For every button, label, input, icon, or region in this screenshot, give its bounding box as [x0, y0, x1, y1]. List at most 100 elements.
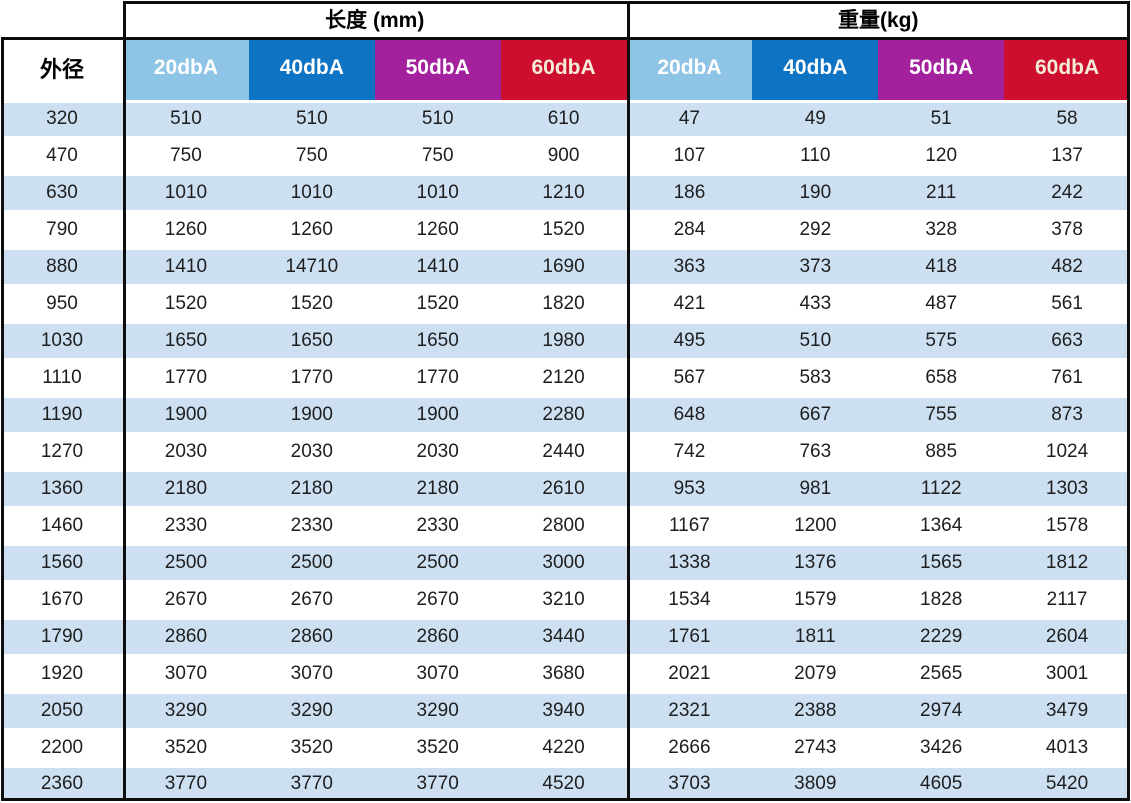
- value-cell: 1900: [374, 395, 501, 434]
- value-cell: 3520: [123, 727, 249, 767]
- value-cell: 1167: [626, 505, 753, 545]
- value-cell: 292: [752, 210, 879, 249]
- value-cell: 1650: [248, 321, 375, 360]
- value-cell: 3000: [500, 542, 627, 582]
- outer-diameter-cell: 2050: [1, 690, 123, 730]
- value-cell: 51: [878, 99, 1005, 138]
- value-cell: 418: [878, 247, 1005, 286]
- value-cell: 1010: [248, 173, 375, 212]
- value-cell: 1410: [123, 247, 249, 286]
- subheader-length-60dba: 60dbA: [500, 37, 627, 101]
- value-cell: 2500: [123, 542, 249, 582]
- value-cell: 2229: [878, 616, 1005, 656]
- value-cell: 2860: [248, 616, 375, 656]
- value-cell: 3770: [248, 764, 375, 801]
- value-cell: 648: [626, 395, 753, 434]
- value-cell: 885: [878, 432, 1005, 471]
- value-cell: 1770: [248, 358, 375, 397]
- outer-diameter-cell: 1790: [1, 616, 123, 656]
- value-cell: 510: [123, 99, 249, 138]
- value-cell: 120: [878, 136, 1005, 175]
- value-cell: 742: [626, 432, 753, 471]
- value-cell: 2330: [248, 505, 375, 545]
- table-row: 1560 2500 2500 2500 3000 1338 1376 1565 1812: [1, 542, 1130, 582]
- value-cell: 3290: [248, 690, 375, 730]
- outer-diameter-cell: 1110: [1, 358, 123, 397]
- value-cell: 2030: [123, 432, 249, 471]
- value-cell: 1761: [626, 616, 753, 656]
- value-cell: 2388: [752, 690, 879, 730]
- value-cell: 1520: [248, 284, 375, 323]
- value-cell: 5420: [1004, 764, 1130, 801]
- value-cell: 583: [752, 358, 879, 397]
- table-row: 1920 3070 3070 3070 3680 2021 2079 2565 3001: [1, 653, 1130, 693]
- outer-diameter-cell: 1560: [1, 542, 123, 582]
- table-row: 1790 2860 2860 2860 3440 1761 1811 2229 2604: [1, 616, 1130, 656]
- value-cell: 2670: [248, 579, 375, 619]
- value-cell: 510: [248, 99, 375, 138]
- value-cell: 49: [752, 99, 879, 138]
- group-header-length: 长度 (mm): [123, 1, 627, 37]
- value-cell: 2030: [248, 432, 375, 471]
- outer-diameter-cell: 470: [1, 136, 123, 175]
- value-cell: 2800: [500, 505, 627, 545]
- table-row: 630 1010 1010 1010 1210 186 190 211 242: [1, 173, 1130, 212]
- value-cell: 47: [626, 99, 753, 138]
- value-cell: 373: [752, 247, 879, 286]
- value-cell: 4220: [500, 727, 627, 767]
- value-cell: 2030: [374, 432, 501, 471]
- table-row: 2050 3290 3290 3290 3940 2321 2388 2974 3479: [1, 690, 1130, 730]
- value-cell: 873: [1004, 395, 1130, 434]
- table-row: 790 1260 1260 1260 1520 284 292 328 378: [1, 210, 1130, 249]
- value-cell: 2180: [248, 469, 375, 508]
- outer-diameter-cell: 320: [1, 99, 123, 138]
- value-cell: 3940: [500, 690, 627, 730]
- value-cell: 900: [500, 136, 627, 175]
- subheader-weight-20dba: 20dbA: [626, 37, 753, 101]
- value-cell: 107: [626, 136, 753, 175]
- value-cell: 3520: [248, 727, 375, 767]
- table-row: 1670 2670 2670 2670 3210 1534 1579 1828 2117: [1, 579, 1130, 619]
- value-cell: 1410: [374, 247, 501, 286]
- value-cell: 1900: [248, 395, 375, 434]
- value-cell: 4605: [878, 764, 1005, 801]
- value-cell: 1260: [374, 210, 501, 249]
- value-cell: 3520: [374, 727, 501, 767]
- outer-diameter-cell: 630: [1, 173, 123, 212]
- value-cell: 610: [500, 99, 627, 138]
- value-cell: 2565: [878, 653, 1005, 693]
- value-cell: 750: [248, 136, 375, 175]
- value-cell: 667: [752, 395, 879, 434]
- value-cell: 1200: [752, 505, 879, 545]
- outer-diameter-header: 外径: [1, 37, 123, 101]
- table-border-right: [1127, 1, 1130, 801]
- value-cell: 378: [1004, 210, 1130, 249]
- value-cell: 487: [878, 284, 1005, 323]
- table-row: 1270 2030 2030 2030 2440 742 763 885 1024: [1, 432, 1130, 471]
- value-cell: 2610: [500, 469, 627, 508]
- value-cell: 2330: [374, 505, 501, 545]
- value-cell: 2021: [626, 653, 753, 693]
- group-header-row: 长度 (mm) 重量(kg): [1, 1, 1130, 37]
- value-cell: 58: [1004, 99, 1130, 138]
- table-row: 1030 1650 1650 1650 1980 495 510 575 663: [1, 321, 1130, 360]
- value-cell: 4520: [500, 764, 627, 801]
- value-cell: 1520: [500, 210, 627, 249]
- value-cell: 14710: [248, 247, 375, 286]
- value-cell: 1364: [878, 505, 1005, 545]
- outer-diameter-cell: 1360: [1, 469, 123, 508]
- value-cell: 433: [752, 284, 879, 323]
- sub-header-row: 外径 20dbA 40dbA 50dbA 60dbA 20dbA 40dbA 5…: [1, 37, 1130, 101]
- table-row: 950 1520 1520 1520 1820 421 433 487 561: [1, 284, 1130, 323]
- value-cell: 1820: [500, 284, 627, 323]
- value-cell: 1210: [500, 173, 627, 212]
- value-cell: 750: [374, 136, 501, 175]
- outer-diameter-cell: 880: [1, 247, 123, 286]
- value-cell: 1376: [752, 542, 879, 582]
- table-row: 2200 3520 3520 3520 4220 2666 2743 3426 4013: [1, 727, 1130, 767]
- value-cell: 1770: [374, 358, 501, 397]
- value-cell: 3703: [626, 764, 753, 801]
- table-row: 1190 1900 1900 1900 2280 648 667 755 873: [1, 395, 1130, 434]
- table-border-top: [123, 1, 1130, 4]
